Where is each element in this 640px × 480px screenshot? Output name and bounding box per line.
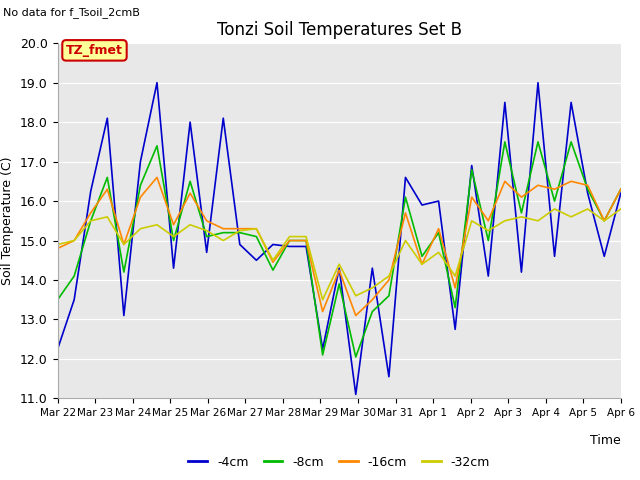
- Legend: -4cm, -8cm, -16cm, -32cm: -4cm, -8cm, -16cm, -32cm: [183, 451, 495, 474]
- Y-axis label: Soil Temperature (C): Soil Temperature (C): [1, 156, 15, 285]
- Title: Tonzi Soil Temperatures Set B: Tonzi Soil Temperatures Set B: [217, 21, 461, 39]
- Text: Time: Time: [590, 434, 621, 447]
- Text: TZ_fmet: TZ_fmet: [66, 44, 123, 57]
- Text: No data for f_Tsoil_2cmB: No data for f_Tsoil_2cmB: [3, 7, 140, 18]
